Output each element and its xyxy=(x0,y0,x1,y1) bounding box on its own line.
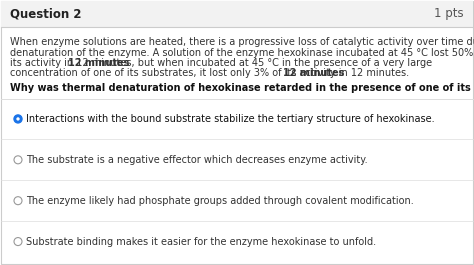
Text: denaturation of the enzyme. A solution of the enzyme hexokinase incubated at 45 : denaturation of the enzyme. A solution o… xyxy=(10,47,474,58)
Text: Interactions with the bound substrate stabilize the tertiary structure of hexoki: Interactions with the bound substrate st… xyxy=(26,114,435,124)
Circle shape xyxy=(14,115,22,123)
Circle shape xyxy=(16,117,20,121)
Circle shape xyxy=(14,156,22,164)
Circle shape xyxy=(14,237,22,246)
Text: Question 2: Question 2 xyxy=(10,7,82,20)
Text: 12 minutes: 12 minutes xyxy=(68,58,129,68)
Text: The substrate is a negative effector which decreases enzyme activity.: The substrate is a negative effector whi… xyxy=(26,155,368,165)
Text: Substrate binding makes it easier for the enzyme hexokinase to unfold.: Substrate binding makes it easier for th… xyxy=(26,237,376,246)
Text: 1 pts: 1 pts xyxy=(434,7,464,20)
FancyBboxPatch shape xyxy=(1,1,473,27)
Text: concentration of one of its substrates, it lost only 3% of its activity in 12 mi: concentration of one of its substrates, … xyxy=(10,68,409,78)
Text: Why was thermal denaturation of hexokinase retarded in the presence of one of it: Why was thermal denaturation of hexokina… xyxy=(10,83,474,93)
Text: 12 minutes: 12 minutes xyxy=(283,68,345,78)
Text: When enzyme solutions are heated, there is a progressive loss of catalytic activ: When enzyme solutions are heated, there … xyxy=(10,37,474,47)
Text: its activity in 12 minutes, but when incubated at 45 °C in the presence of a ver: its activity in 12 minutes, but when inc… xyxy=(10,58,432,68)
Text: The enzyme likely had phosphate groups added through covalent modification.: The enzyme likely had phosphate groups a… xyxy=(26,196,414,206)
Circle shape xyxy=(14,197,22,205)
